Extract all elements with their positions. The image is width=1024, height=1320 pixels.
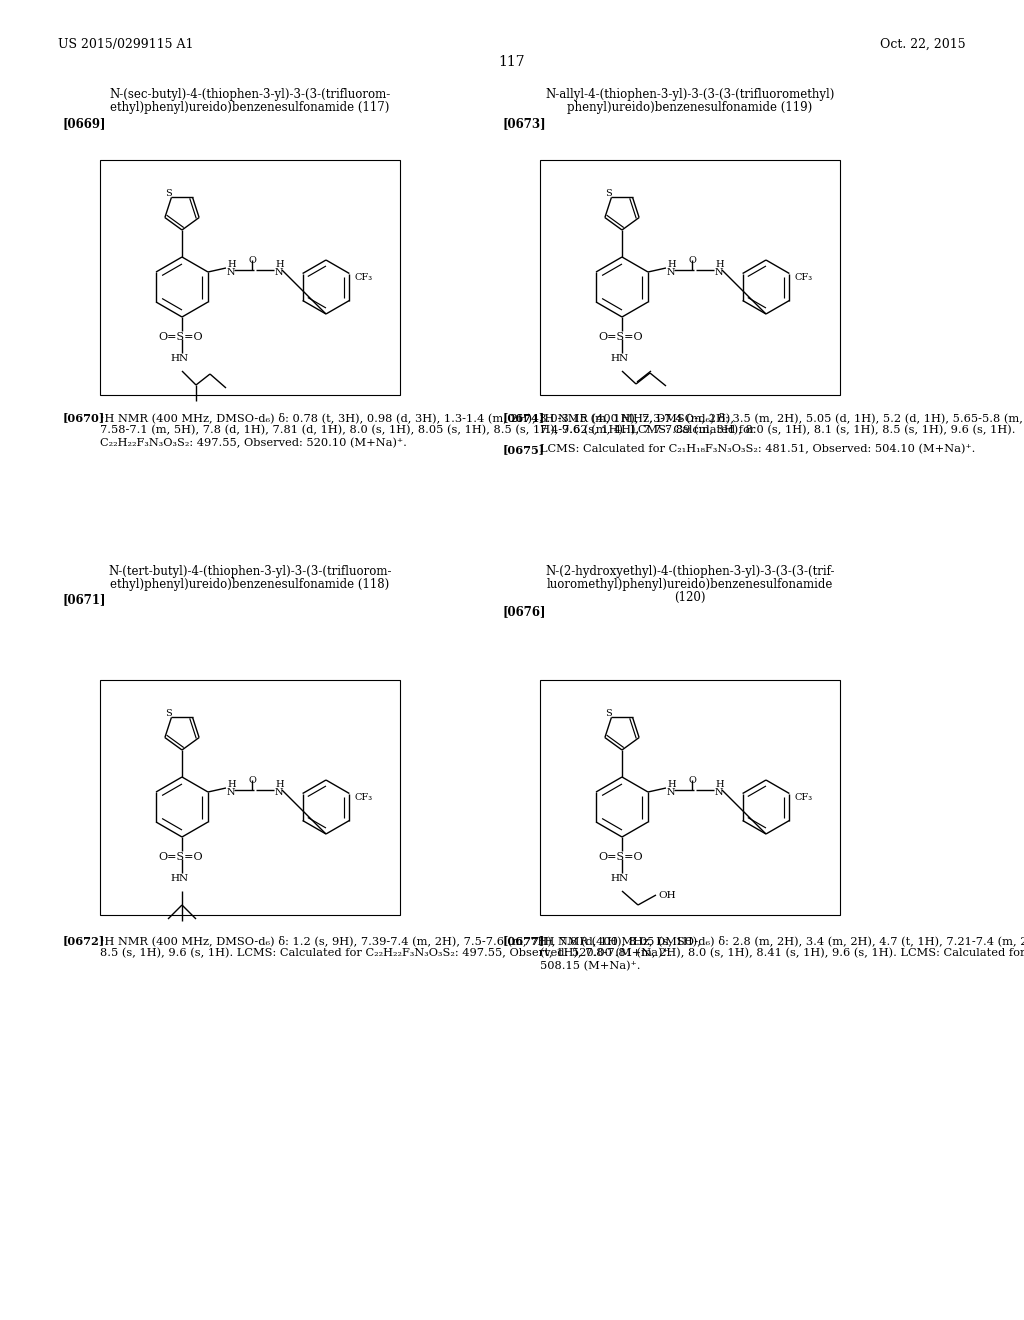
Text: O=S=O: O=S=O (598, 333, 643, 342)
Text: CF₃: CF₃ (355, 793, 373, 803)
Text: [0670]: [0670] (63, 412, 105, 422)
Text: OH: OH (658, 891, 676, 900)
Text: (120): (120) (674, 591, 706, 605)
Text: 7.4-7.62 (m, 4H), 7.7-7.89 (m, 3H), 8.0 (s, 1H), 8.1 (s, 1H), 8.5 (s, 1H), 9.6 (: 7.4-7.62 (m, 4H), 7.7-7.89 (m, 3H), 8.0 … (540, 425, 1016, 436)
Text: N: N (715, 268, 724, 277)
Text: S: S (165, 709, 172, 718)
Text: O: O (248, 776, 256, 785)
Text: CF₃: CF₃ (795, 793, 813, 803)
Text: H: H (227, 780, 236, 789)
Text: LCMS: Calculated for C₂₁H₁₈F₃N₃O₃S₂: 481.51, Observed: 504.10 (M+Na)⁺.: LCMS: Calculated for C₂₁H₁₈F₃N₃O₃S₂: 481… (540, 444, 976, 454)
Text: H: H (667, 780, 676, 789)
Text: Oct. 22, 2015: Oct. 22, 2015 (881, 38, 966, 51)
Text: HN: HN (170, 354, 188, 363)
Text: H: H (715, 780, 724, 789)
Text: US 2015/0299115 A1: US 2015/0299115 A1 (58, 38, 194, 51)
Text: HN: HN (610, 874, 628, 883)
Text: S: S (605, 709, 611, 718)
Text: 8.5 (s, 1H), 9.6 (s, 1H). LCMS: Calculated for C₂₂H₂₂F₃N₃O₃S₂: 497.55, Observed:: 8.5 (s, 1H), 9.6 (s, 1H). LCMS: Calculat… (100, 948, 673, 958)
Text: [0676]: [0676] (503, 605, 547, 618)
Text: H: H (667, 260, 676, 269)
Text: H: H (275, 780, 284, 789)
Text: N: N (227, 788, 236, 797)
Text: O: O (688, 776, 696, 785)
Text: [0677]: [0677] (503, 935, 545, 946)
Text: O=S=O: O=S=O (158, 333, 203, 342)
Text: O=S=O: O=S=O (598, 851, 643, 862)
Text: HN: HN (170, 874, 188, 883)
Text: CF₃: CF₃ (355, 273, 373, 282)
Text: S: S (165, 189, 172, 198)
Text: N-allyl-4-(thiophen-3-yl)-3-(3-(3-(trifluoromethyl): N-allyl-4-(thiophen-3-yl)-3-(3-(3-(trifl… (546, 88, 835, 102)
Text: 508.15 (M+Na)⁺.: 508.15 (M+Na)⁺. (540, 961, 640, 972)
Text: O: O (248, 256, 256, 265)
Text: N-(2-hydroxyethyl)-4-(thiophen-3-yl)-3-(3-(3-(trif-: N-(2-hydroxyethyl)-4-(thiophen-3-yl)-3-(… (545, 565, 835, 578)
Text: (t, 1H), 7.8-7.81 (m, 2H), 8.0 (s, 1H), 8.41 (s, 1H), 9.6 (s, 1H). LCMS: Calcula: (t, 1H), 7.8-7.81 (m, 2H), 8.0 (s, 1H), … (540, 948, 1024, 958)
Text: luoromethyl)phenyl)ureido)benzenesulfonamide: luoromethyl)phenyl)ureido)benzenesulfona… (547, 578, 834, 591)
Bar (100, 160, 400, 395)
Text: 117: 117 (499, 55, 525, 69)
Text: [0669]: [0669] (63, 117, 106, 129)
Text: O=S=O: O=S=O (158, 851, 203, 862)
Text: 7.58-7.1 (m, 5H), 7.8 (d, 1H), 7.81 (d, 1H), 8.0 (s, 1H), 8.05 (s, 1H), 8.5 (s, : 7.58-7.1 (m, 5H), 7.8 (d, 1H), 7.81 (d, … (100, 425, 756, 436)
Text: N: N (667, 788, 676, 797)
Text: [0675]: [0675] (503, 444, 545, 455)
Text: ethyl)phenyl)ureido)benzenesulfonamide (118): ethyl)phenyl)ureido)benzenesulfonamide (… (111, 578, 389, 591)
Text: N-(tert-butyl)-4-(thiophen-3-yl)-3-(3-(trifluorom-: N-(tert-butyl)-4-(thiophen-3-yl)-3-(3-(t… (109, 565, 392, 578)
Text: N-(sec-butyl)-4-(thiophen-3-yl)-3-(3-(trifluorom-: N-(sec-butyl)-4-(thiophen-3-yl)-3-(3-(tr… (110, 88, 390, 102)
Bar (540, 160, 840, 395)
Text: [0674]: [0674] (503, 412, 545, 422)
Text: C₂₂H₂₂F₃N₃O₃S₂: 497.55, Observed: 520.10 (M+Na)⁺.: C₂₂H₂₂F₃N₃O₃S₂: 497.55, Observed: 520.10… (100, 438, 407, 449)
Text: H: H (227, 260, 236, 269)
Text: ¹H NMR (400 MHz, DMSO-d₆) δ: 0.78 (t, 3H), 0.98 (d, 3H), 1.3-1.4 (m, 2H), 3.0-3.: ¹H NMR (400 MHz, DMSO-d₆) δ: 0.78 (t, 3H… (100, 412, 734, 422)
Bar (100, 680, 400, 915)
Text: ¹H NMR (400 MHz, DMSO-d₆) δ: 1.2 (s, 9H), 7.39-7.4 (m, 2H), 7.5-7.6 (m, 7H), 7.8: ¹H NMR (400 MHz, DMSO-d₆) δ: 1.2 (s, 9H)… (100, 935, 700, 946)
Bar (540, 680, 840, 915)
Text: [0672]: [0672] (63, 935, 105, 946)
Text: H: H (275, 260, 284, 269)
Text: ethyl)phenyl)ureido)benzenesulfonamide (117): ethyl)phenyl)ureido)benzenesulfonamide (… (111, 102, 390, 114)
Text: ¹H NMR (400 MHz, DMSO-d₆) δ: 2.8 (m, 2H), 3.4 (m, 2H), 4.7 (t, 1H), 7.21-7.4 (m,: ¹H NMR (400 MHz, DMSO-d₆) δ: 2.8 (m, 2H)… (540, 935, 1024, 946)
Text: ¹H NMR (400 MHz, DMSO-d₆) δ: 3.5 (m, 2H), 5.05 (d, 1H), 5.2 (d, 1H), 5.65-5.8 (m: ¹H NMR (400 MHz, DMSO-d₆) δ: 3.5 (m, 2H)… (540, 412, 1024, 422)
Text: H: H (715, 260, 724, 269)
Text: [0673]: [0673] (503, 117, 547, 129)
Text: [0671]: [0671] (63, 593, 106, 606)
Text: N: N (667, 268, 676, 277)
Text: HN: HN (610, 354, 628, 363)
Text: N: N (715, 788, 724, 797)
Text: S: S (605, 189, 611, 198)
Text: O: O (688, 256, 696, 265)
Text: N: N (275, 788, 284, 797)
Text: CF₃: CF₃ (795, 273, 813, 282)
Text: N: N (227, 268, 236, 277)
Text: N: N (275, 268, 284, 277)
Text: phenyl)ureido)benzenesulfonamide (119): phenyl)ureido)benzenesulfonamide (119) (567, 102, 813, 114)
